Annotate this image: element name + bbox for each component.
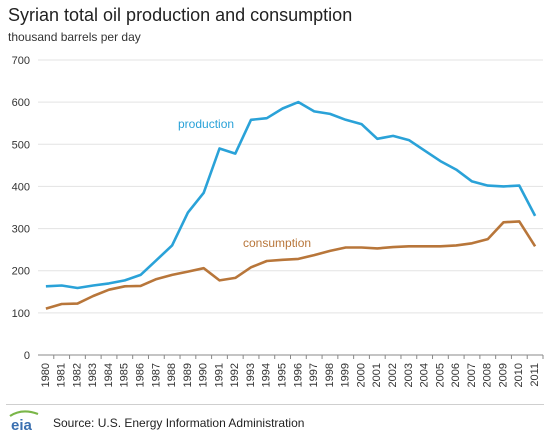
x-tick-label: 2009 [497,363,509,387]
x-tick-label: 2004 [419,363,431,387]
source-note: Source: U.S. Energy Information Administ… [53,416,305,430]
y-tick-label: 300 [12,224,30,236]
x-tick-label: 1981 [56,363,68,387]
x-tick-label: 1999 [340,363,352,387]
svg-text:eia: eia [11,417,33,432]
x-tick-label: 1980 [40,363,52,387]
gridlines [38,59,543,314]
series-label-consumption: consumption [243,236,311,250]
footer-divider [6,404,544,405]
y-tick-label: 700 [12,55,30,67]
x-tick-label: 2010 [513,363,525,387]
x-tick-label: 1994 [261,363,273,387]
x-tick-label: 2003 [403,363,415,387]
x-tick-label: 1986 [134,363,146,387]
x-tick-label: 1995 [277,363,289,387]
x-tick-label: 2006 [450,363,462,387]
x-tick-label: 1993 [245,363,257,387]
series-labels: production consumption [178,117,311,250]
x-tick-label: 1985 [119,363,131,387]
y-tick-label: 500 [12,139,30,151]
x-tick-label: 1984 [103,363,115,387]
x-tick-label: 1990 [198,363,210,387]
x-tick-label: 2000 [355,363,367,387]
x-tick-label: 1989 [182,363,194,387]
series-label-production: production [178,117,234,131]
y-tick-label: 400 [12,181,30,193]
series-lines [45,100,537,310]
x-tick-label: 1982 [71,363,83,387]
x-tick-label: 1992 [229,363,241,387]
y-tick-label: 100 [12,308,30,320]
x-tick-label: 2011 [529,363,541,387]
y-tick-label: 0 [24,350,30,362]
x-tick-label: 2001 [371,363,383,387]
y-tick-label: 200 [12,266,30,278]
x-tick-label: 1987 [150,363,162,387]
series-line-production [45,100,537,290]
chart-title: Syrian total oil production and consumpt… [8,5,353,25]
chart-subtitle: thousand barrels per day [8,30,141,44]
x-tick-label: 1997 [308,363,320,387]
x-tick-label: 1988 [166,363,178,387]
x-tick-label: 2008 [482,363,494,387]
series-line-consumption [45,220,537,310]
x-axis: 1980 1981 1982 1983 1984 1985 1986 1987 1988 1989… [38,354,544,387]
x-tick-label: 2007 [466,363,478,387]
eia-logo: eia [9,410,39,432]
y-tick-label: 600 [12,97,30,109]
x-tick-label: 2002 [387,363,399,387]
x-tick-label: 1991 [213,363,225,387]
y-axis-ticks: 0 100 200 300 400 500 600 700 [12,55,30,362]
x-tick-label: 1996 [292,363,304,387]
x-tick-label: 2005 [434,363,446,387]
x-tick-label: 1983 [87,363,99,387]
x-tick-label: 1998 [324,363,336,387]
